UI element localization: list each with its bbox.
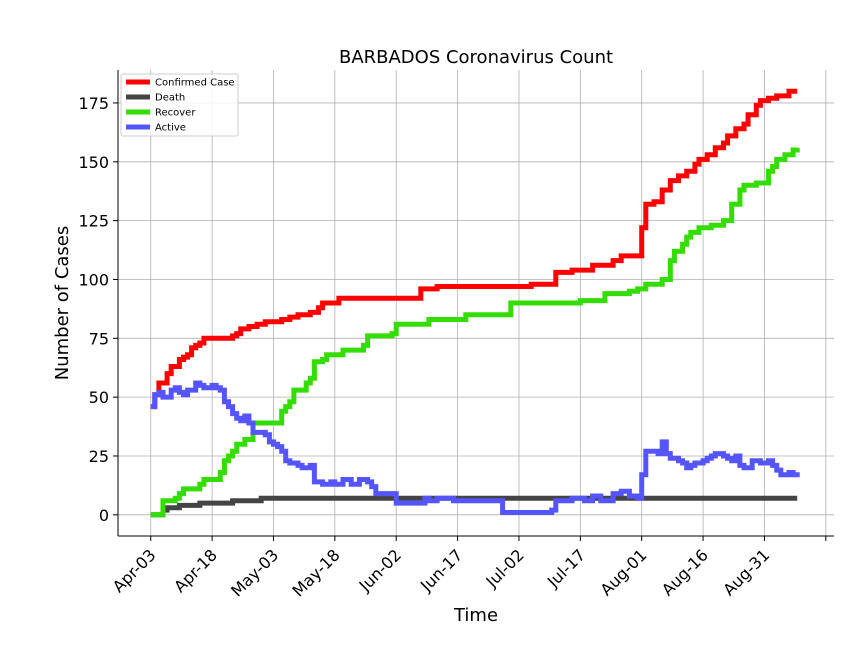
legend-box [120, 73, 239, 137]
y-tick-label: 25 [89, 447, 109, 466]
x-tick-label: Jul-17 [543, 545, 589, 591]
x-tick-label: May-03 [227, 545, 282, 600]
legend-label-death: Death [155, 93, 185, 104]
legend-label-confirmed-case: Confirmed Case [155, 78, 235, 89]
x-tick-label: Apr-03 [109, 545, 160, 596]
x-tick-label: Jun-02 [355, 545, 405, 595]
series-line-confirmed-case [150, 88, 798, 410]
x-tick-label: Jun-17 [416, 545, 466, 595]
x-tick-label: May-18 [289, 545, 344, 600]
x-tick-label: Aug-31 [719, 545, 773, 599]
legend: Confirmed Case Death Recover Active [120, 73, 239, 137]
y-tick-label: 175 [78, 94, 109, 113]
y-tick-label: 75 [89, 329, 109, 348]
legend-label-recover: Recover [155, 108, 196, 119]
y-tick-label: 50 [89, 388, 109, 407]
chart-title: BARBADOS Coronavirus Count [339, 47, 613, 68]
x-tick-label: Aug-01 [597, 545, 651, 599]
x-axis-label: Time [453, 605, 498, 626]
y-tick-label: 125 [78, 212, 109, 231]
y-tick-label: 100 [78, 270, 109, 289]
y-tick-label: 0 [99, 506, 109, 525]
series-lines [150, 88, 800, 518]
legend-label-active: Active [155, 123, 186, 134]
series-line-active [150, 380, 800, 515]
y-tick-label: 150 [78, 153, 109, 172]
y-axis-label: Number of Cases [52, 226, 73, 381]
x-tick-label: Jul-02 [482, 545, 528, 591]
x-tick-label: Apr-18 [170, 545, 221, 596]
x-tick-label: Aug-16 [658, 545, 712, 599]
series-line-recover [150, 147, 800, 518]
